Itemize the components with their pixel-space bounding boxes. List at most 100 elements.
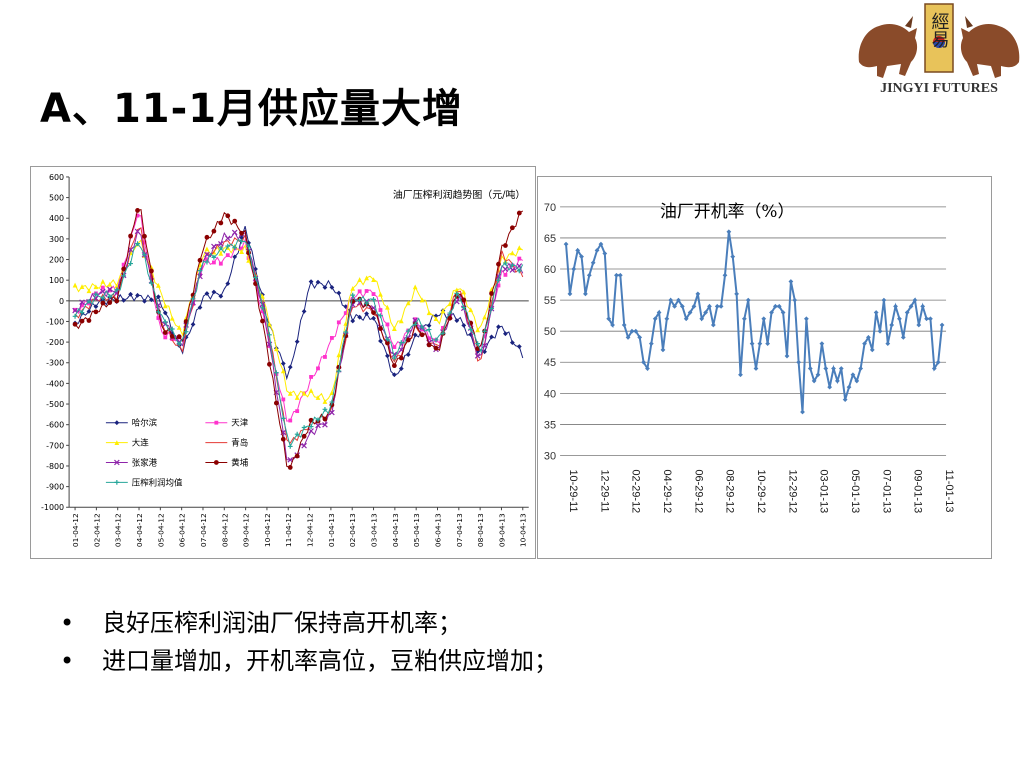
data-point (357, 289, 362, 294)
data-point (392, 345, 397, 349)
y-tick-label: -600 (46, 421, 64, 430)
data-point (350, 296, 355, 301)
data-point (218, 245, 224, 251)
data-point (72, 282, 78, 288)
data-point (72, 321, 78, 327)
data-point (267, 321, 272, 327)
data-point (197, 268, 203, 274)
series-line (74, 238, 524, 448)
data-point (571, 266, 577, 272)
data-point (420, 327, 425, 332)
data-point (378, 308, 383, 312)
data-point (440, 308, 446, 314)
data-point (205, 257, 209, 262)
legend-marker (114, 459, 120, 466)
data-point (204, 234, 210, 240)
data-point (398, 318, 404, 324)
data-point (211, 228, 217, 234)
data-point (336, 290, 342, 296)
data-point (253, 275, 258, 280)
data-point (482, 334, 487, 339)
x-tick-label: 03-04-12 (114, 513, 123, 547)
data-point (329, 409, 335, 416)
data-point (273, 370, 279, 376)
data-point (385, 353, 390, 359)
data-point (329, 336, 334, 340)
data-point (86, 298, 92, 304)
data-point (281, 397, 286, 402)
legend-label: 天津 (231, 418, 248, 428)
x-tick-label: 12-04-12 (306, 513, 315, 547)
x-tick-label: 05-04-12 (156, 513, 165, 547)
data-point (308, 417, 314, 423)
x-tick-label: 03-04-13 (370, 513, 379, 547)
data-point (246, 256, 251, 260)
data-point (398, 355, 404, 361)
data-point (482, 328, 487, 334)
x-tick-label: 12-29-11 (598, 469, 610, 512)
data-point (835, 378, 840, 384)
x-tick-label: 10-04-12 (263, 513, 272, 547)
y-tick-label: -100 (46, 317, 64, 326)
data-point (761, 316, 767, 322)
data-point (211, 243, 217, 250)
data-point (900, 335, 906, 340)
data-point (461, 323, 467, 328)
data-point (426, 327, 432, 332)
data-point (308, 428, 314, 434)
data-point (621, 322, 627, 328)
data-point (503, 243, 508, 248)
data-point (135, 241, 140, 247)
bullet-marker: • (60, 647, 75, 675)
data-point (648, 341, 654, 347)
data-point (796, 359, 802, 365)
y-tick-label: 0 (59, 297, 64, 306)
data-point (301, 425, 307, 430)
data-point (660, 347, 666, 353)
x-tick-label: 06-29-12 (692, 469, 704, 513)
data-point (260, 318, 265, 324)
data-point (246, 240, 251, 246)
data-point (336, 368, 342, 374)
data-point (378, 291, 383, 297)
y-tick-label: -700 (46, 441, 64, 450)
data-point (489, 306, 494, 311)
data-point (889, 322, 895, 328)
data-point (928, 316, 933, 322)
data-point (447, 301, 453, 307)
data-point (149, 265, 154, 270)
brand-text: JINGYI FUTURES (880, 81, 998, 96)
data-point (850, 372, 856, 378)
data-point (100, 285, 105, 290)
data-point (100, 300, 106, 306)
x-tick-label: 01-04-12 (71, 513, 80, 547)
data-point (294, 339, 300, 344)
data-point (877, 328, 883, 334)
x-tick-label: 03-01-13 (818, 469, 830, 513)
data-point (162, 310, 168, 316)
x-tick-label: 12-29-12 (786, 469, 798, 513)
data-point (301, 390, 307, 396)
data-point (294, 431, 300, 437)
data-point (788, 279, 794, 284)
data-point (260, 309, 265, 314)
y-tick-label: 500 (49, 194, 64, 203)
data-point (287, 364, 293, 370)
data-point (155, 309, 161, 315)
data-point (454, 291, 460, 296)
data-point (827, 384, 833, 390)
data-point (385, 340, 390, 346)
data-point (142, 252, 147, 258)
y-tick-label: 50 (544, 326, 556, 338)
data-point (163, 335, 168, 340)
data-point (734, 291, 739, 297)
data-point (745, 297, 751, 303)
data-point (441, 325, 445, 330)
y-tick-label: 45 (544, 357, 556, 369)
bullet-item: • 良好压榨利润油厂保持高开机率； (60, 604, 558, 642)
data-point (563, 241, 569, 247)
data-point (107, 288, 112, 293)
data-point (218, 220, 224, 226)
data-point (831, 366, 836, 371)
data-point (371, 310, 376, 316)
